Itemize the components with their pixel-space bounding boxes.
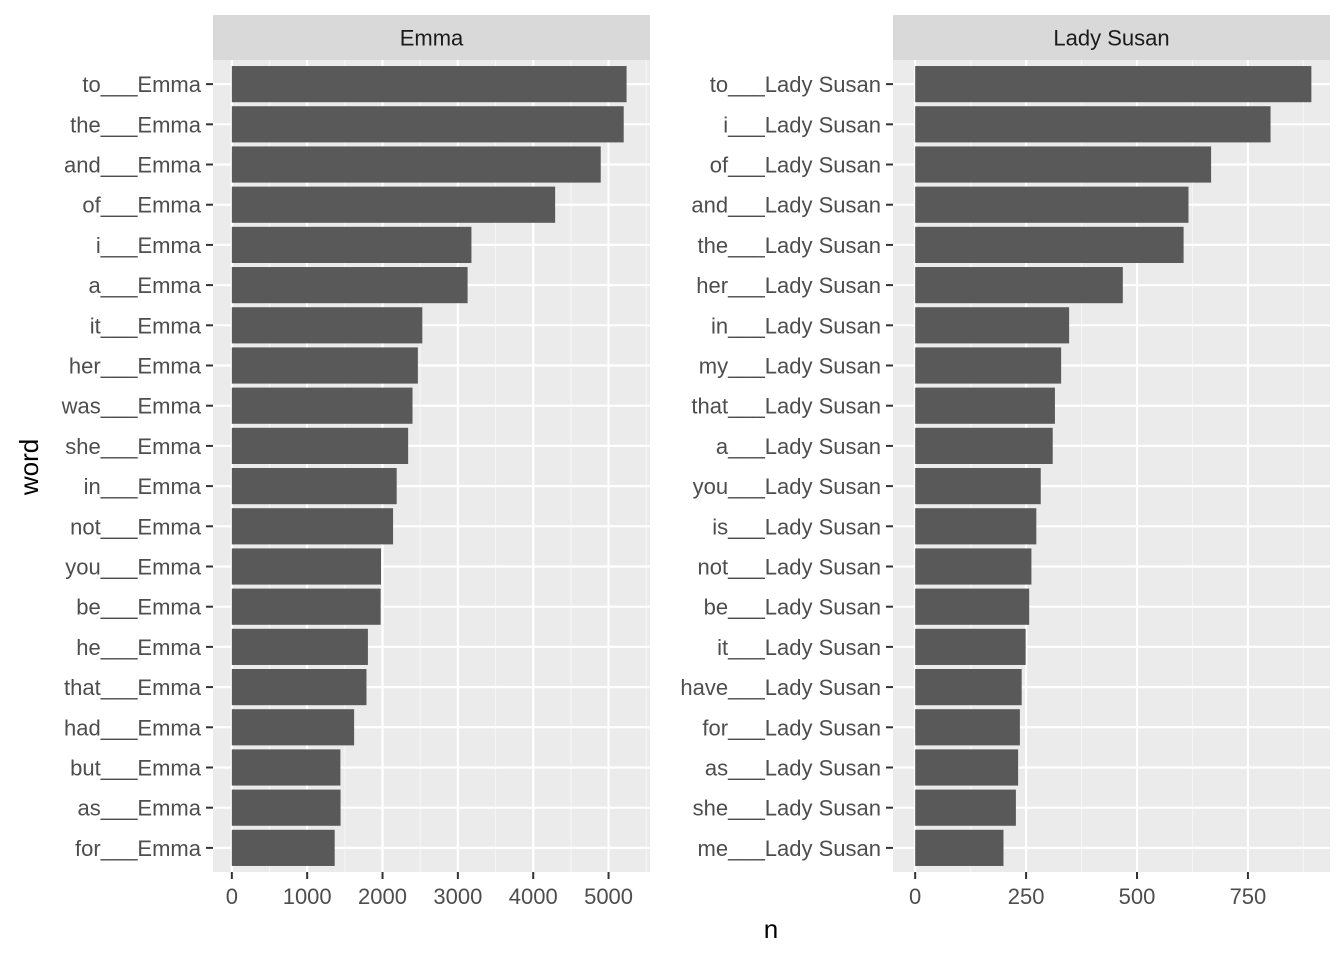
bar bbox=[915, 789, 1016, 826]
x-tick-label: 4000 bbox=[509, 884, 558, 909]
bar bbox=[231, 468, 397, 505]
y-tick-label: not___Lady Susan bbox=[698, 554, 882, 579]
y-tick-label: a___Lady Susan bbox=[716, 434, 881, 459]
bar bbox=[231, 347, 418, 384]
bar bbox=[231, 267, 468, 304]
bar bbox=[231, 669, 367, 706]
bar bbox=[915, 508, 1037, 545]
bar bbox=[231, 186, 556, 223]
y-tick-label: and___Lady Susan bbox=[691, 193, 881, 218]
y-tick-label: have___Lady Susan bbox=[680, 675, 881, 700]
bar bbox=[231, 628, 368, 665]
y-tick-label: that___Lady Susan bbox=[691, 394, 881, 419]
facet-panel-emma: Emma to___Emma the___Emma and___Emma of___Em… bbox=[61, 15, 650, 909]
facet-strip-label: Emma bbox=[400, 26, 464, 51]
bar bbox=[915, 387, 1055, 424]
bar bbox=[231, 548, 382, 585]
y-tick-label: be___Emma bbox=[76, 595, 202, 620]
facet-strip bbox=[893, 15, 1330, 60]
y-tick-label: the___Emma bbox=[70, 112, 202, 137]
bar bbox=[915, 749, 1019, 786]
y-tick-label: not___Emma bbox=[70, 514, 202, 539]
x-tick-label: 3000 bbox=[433, 884, 482, 909]
y-tick-label: that___Emma bbox=[64, 675, 202, 700]
bar bbox=[915, 709, 1020, 746]
bar bbox=[231, 427, 409, 464]
y-tick-label: he___Emma bbox=[76, 635, 202, 660]
y-tick-label: as___Lady Susan bbox=[705, 755, 881, 780]
x-tick-label: 0 bbox=[909, 884, 921, 909]
bar bbox=[231, 106, 624, 143]
bar bbox=[231, 749, 341, 786]
bar bbox=[231, 829, 335, 866]
y-tick-label: for___Lady Susan bbox=[702, 715, 881, 740]
y-tick-label: i___Emma bbox=[96, 233, 202, 258]
y-tick-label: she___Emma bbox=[65, 434, 202, 459]
y-tick-label: you___Emma bbox=[65, 554, 202, 579]
x-tick-label: 2000 bbox=[358, 884, 407, 909]
y-tick-label: had___Emma bbox=[64, 715, 202, 740]
bar bbox=[231, 226, 472, 263]
bar bbox=[915, 226, 1184, 263]
y-tick-label: to___Emma bbox=[82, 72, 201, 97]
y-tick-label: be___Lady Susan bbox=[704, 595, 881, 620]
y-tick-label: i___Lady Susan bbox=[723, 112, 881, 137]
bar bbox=[915, 829, 1004, 866]
facet-strip-label: Lady Susan bbox=[1053, 26, 1169, 51]
y-tick-label: the___Lady Susan bbox=[698, 233, 882, 258]
bar bbox=[231, 508, 394, 545]
bar bbox=[231, 66, 627, 103]
x-tick-label: 250 bbox=[1008, 884, 1045, 909]
facet-strip bbox=[213, 15, 650, 60]
bar bbox=[915, 347, 1062, 384]
y-tick-label: in___Emma bbox=[84, 474, 202, 499]
y-tick-label: to___Lady Susan bbox=[710, 72, 881, 97]
y-tick-label: my___Lady Susan bbox=[699, 354, 881, 379]
y-tick-label: of___Lady Susan bbox=[710, 153, 881, 178]
y-tick-label: a___Emma bbox=[88, 273, 201, 298]
bar bbox=[915, 588, 1030, 625]
x-tick-label: 500 bbox=[1119, 884, 1156, 909]
y-tick-label: but___Emma bbox=[70, 755, 202, 780]
y-tick-label: is___Lady Susan bbox=[712, 514, 881, 539]
y-tick-label: it___Emma bbox=[90, 313, 202, 338]
y-tick-label: of___Emma bbox=[82, 193, 201, 218]
bar bbox=[231, 387, 413, 424]
bar bbox=[915, 106, 1271, 143]
bar bbox=[231, 588, 381, 625]
bar bbox=[915, 548, 1032, 585]
bar bbox=[915, 468, 1041, 505]
y-tick-label: it___Lady Susan bbox=[717, 635, 881, 660]
y-tick-label: her___Emma bbox=[69, 354, 202, 379]
bar bbox=[915, 146, 1212, 183]
bar bbox=[915, 669, 1022, 706]
y-tick-label: in___Lady Susan bbox=[711, 313, 881, 338]
y-tick-label: she___Lady Susan bbox=[693, 796, 881, 821]
y-tick-label: as___Emma bbox=[77, 796, 201, 821]
bar bbox=[231, 307, 423, 344]
y-tick-label: you___Lady Susan bbox=[693, 474, 881, 499]
bar bbox=[915, 427, 1053, 464]
y-tick-label: and___Emma bbox=[64, 153, 202, 178]
bar bbox=[231, 789, 341, 826]
facet-panel-lady-susan: Lady Susan to___Lady Susan i___Lady Susan o… bbox=[680, 15, 1330, 909]
x-tick-label: 1000 bbox=[283, 884, 332, 909]
bar bbox=[915, 186, 1189, 223]
bar bbox=[915, 307, 1070, 344]
y-tick-label: me___Lady Susan bbox=[698, 836, 881, 861]
x-axis-title: n bbox=[764, 914, 778, 944]
x-tick-label: 5000 bbox=[584, 884, 633, 909]
y-axis-title: word bbox=[14, 439, 44, 496]
y-tick-label: for___Emma bbox=[75, 836, 202, 861]
y-tick-label: was___Emma bbox=[61, 394, 202, 419]
bar bbox=[915, 267, 1123, 304]
bar bbox=[915, 66, 1312, 103]
y-tick-label: her___Lady Susan bbox=[696, 273, 881, 298]
x-tick-label: 750 bbox=[1230, 884, 1267, 909]
x-tick-label: 0 bbox=[226, 884, 238, 909]
bar bbox=[915, 628, 1026, 665]
bar bbox=[231, 146, 601, 183]
bar bbox=[231, 709, 355, 746]
